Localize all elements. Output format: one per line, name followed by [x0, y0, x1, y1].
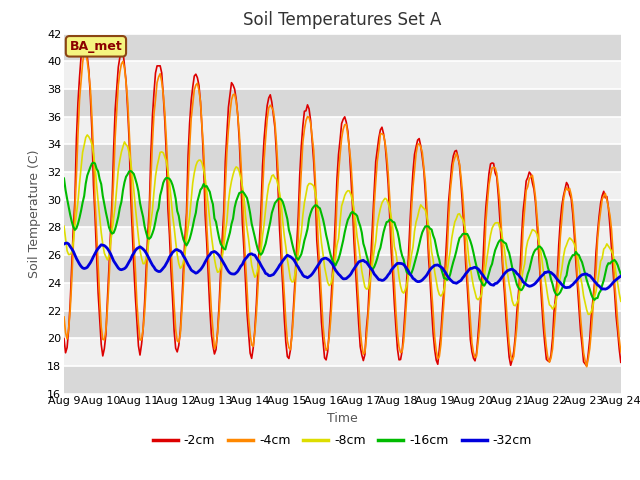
Bar	[64, 34, 621, 61]
Text: BA_met: BA_met	[70, 40, 122, 53]
Bar	[64, 255, 621, 283]
Title: Soil Temperatures Set A: Soil Temperatures Set A	[243, 11, 442, 29]
Bar	[64, 200, 621, 228]
Y-axis label: Soil Temperature (C): Soil Temperature (C)	[28, 149, 42, 278]
Bar	[64, 89, 621, 117]
Legend: -2cm, -4cm, -8cm, -16cm, -32cm: -2cm, -4cm, -8cm, -16cm, -32cm	[148, 429, 537, 452]
X-axis label: Time: Time	[327, 412, 358, 425]
Bar	[64, 311, 621, 338]
Bar	[64, 144, 621, 172]
Bar	[64, 366, 621, 394]
